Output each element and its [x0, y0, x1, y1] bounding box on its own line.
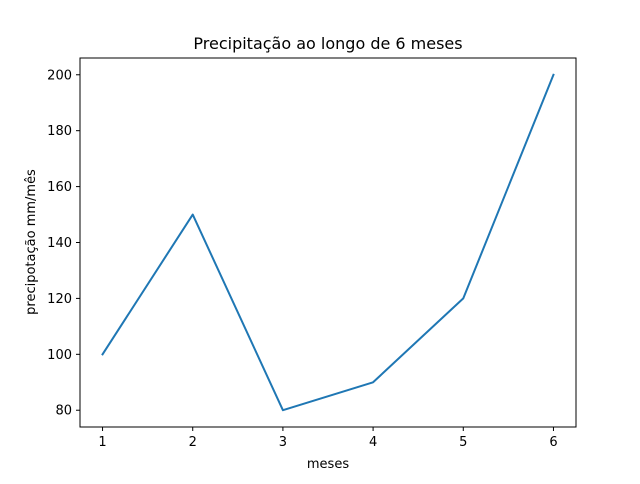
x-tick-label: 4: [369, 435, 377, 450]
x-tick-label: 6: [549, 435, 557, 450]
y-axis-label: precipotação mm/mês: [24, 169, 39, 315]
plot-background: [80, 58, 576, 427]
ticks-layer: 1 2 3 4 5 6 80 100 120 140 160 180 200: [47, 68, 557, 450]
x-axis-label: meses: [307, 457, 349, 472]
x-tick-label: 3: [279, 435, 287, 450]
chart-title: Precipitação ao longo de 6 meses: [193, 34, 462, 53]
y-tick-label: 160: [47, 180, 72, 195]
y-tick-label: 140: [47, 236, 72, 251]
y-tick-label: 120: [47, 292, 72, 307]
y-tick-label: 200: [47, 68, 72, 83]
x-tick-label: 2: [189, 435, 197, 450]
x-tick-label: 1: [98, 435, 106, 450]
y-tick-label: 100: [47, 348, 72, 363]
plot-frame: [79, 57, 577, 428]
series-line: [101, 73, 555, 412]
y-tick-label: 180: [47, 124, 72, 139]
series-layer: [101, 73, 555, 412]
x-tick-label: 5: [459, 435, 467, 450]
y-tick-label: 80: [55, 404, 72, 419]
